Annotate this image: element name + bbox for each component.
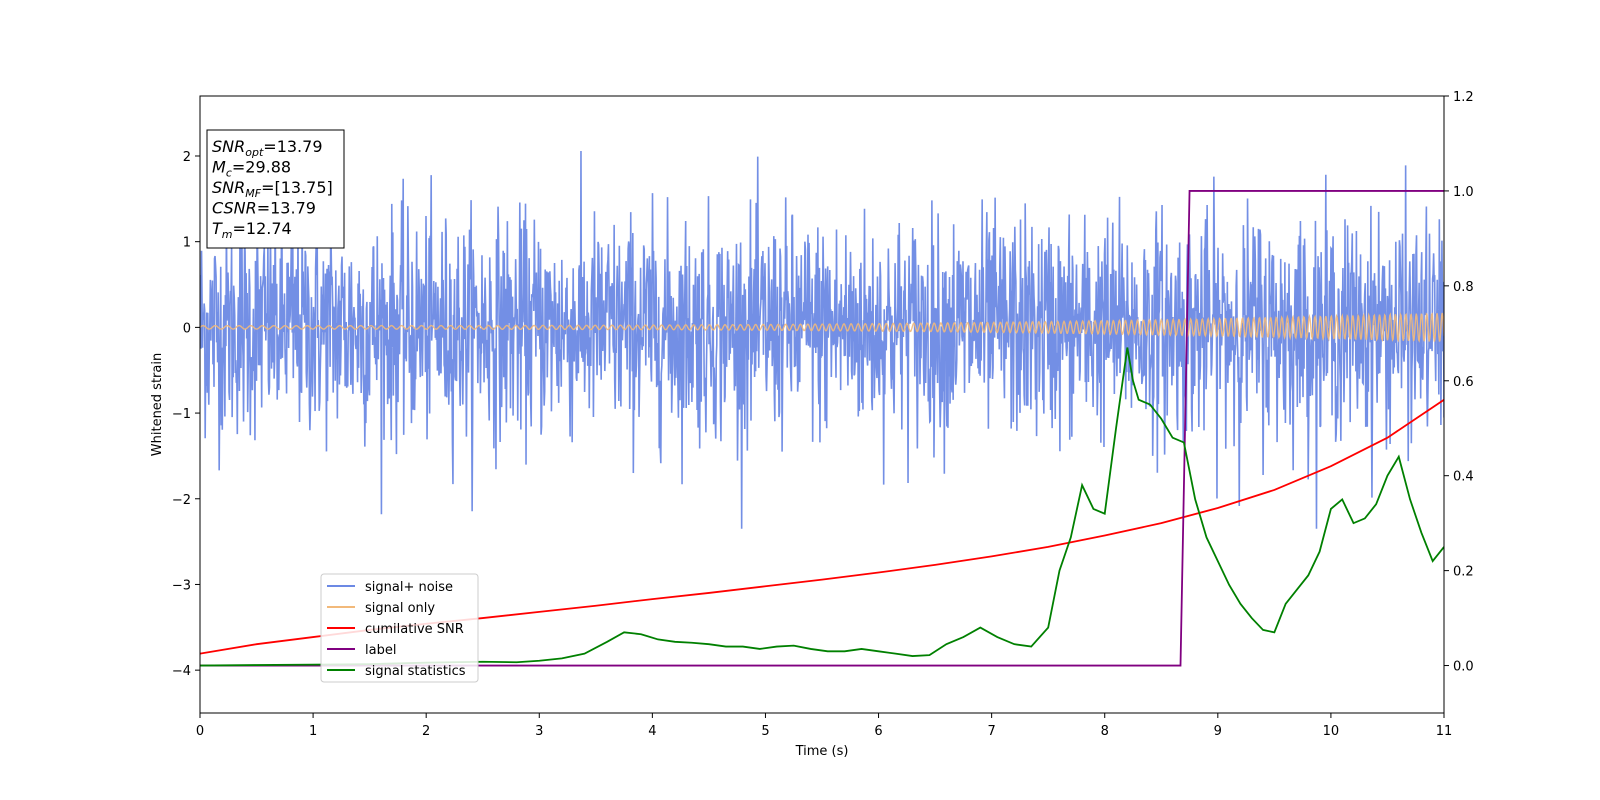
annotation-line: Mc=29.88 [212,158,291,180]
x-axis-label: Time (s) [795,744,849,759]
x-tick-label: 4 [648,724,656,739]
x-tick-label: 10 [1323,724,1340,739]
y-right-tick-label: 0.6 [1453,375,1474,390]
legend-entry: cumilative SNR [365,622,464,637]
legend-entry: label [365,643,396,658]
x-tick-label: 8 [1101,724,1109,739]
x-tick-label: 6 [874,724,882,739]
x-tick-label: 2 [422,724,430,739]
x-tick-label: 1 [309,724,317,739]
x-tick-label: 3 [535,724,543,739]
legend-entry: signal+ noise [365,580,453,595]
series-signal-only [200,312,1444,343]
annotation-line: SNRopt=13.79 [212,137,323,159]
annotation-line: SNRMF=[13.75] [212,178,333,200]
y-right-tick-label: 0.2 [1453,565,1474,580]
legend-entry: signal statistics [365,664,466,679]
y-left-tick-label: 1 [183,236,191,251]
y-right-tick-label: 1.0 [1453,185,1474,200]
annotation-line: Tm=12.74 [212,219,292,241]
y-left-tick-label: −3 [172,578,191,593]
series-label [200,190,1444,667]
y-right-tick-label: 0.8 [1453,280,1474,295]
x-tick-label: 11 [1436,724,1453,739]
plot-frame [199,95,1445,714]
annotation-frame [206,129,345,249]
legend-frame [320,573,479,683]
x-tick-label: 7 [987,724,995,739]
y-left-tick-label: 0 [183,321,191,336]
x-tick-label: 9 [1214,724,1222,739]
y-left-tick-label: −2 [172,493,191,508]
y-right-tick-label: 0.4 [1453,470,1474,485]
y-left-tick-label: −4 [172,664,191,679]
axes: 0 1 2 3 4 5 6 7 8 9 10 11 −4 −3 −2 −1 0 1 2 0.0 0.2 0.4 0.6 0.8… [150,90,1474,759]
x-tick-label: 5 [761,724,769,739]
y-left-tick-label: 2 [183,150,191,165]
annotation-line: CSNR=13.79 [212,199,316,218]
y-axis-label: Whitened strain [150,353,165,456]
y-right-tick-label: 0.0 [1453,660,1474,675]
annotation-box: SNRopt=13.79Mc=29.88SNRMF=[13.75]CSNR=13… [206,129,345,249]
legend-entry: signal only [365,601,435,616]
y-left-tick-label: −1 [172,407,191,422]
legend: signal+ noise signal only cumilative SNR la… [320,573,479,683]
series-signal-statistics [200,347,1444,667]
y-right-tick-label: 1.2 [1453,90,1474,105]
x-tick-label: 0 [196,724,204,739]
series-signal-noise [200,151,1444,529]
